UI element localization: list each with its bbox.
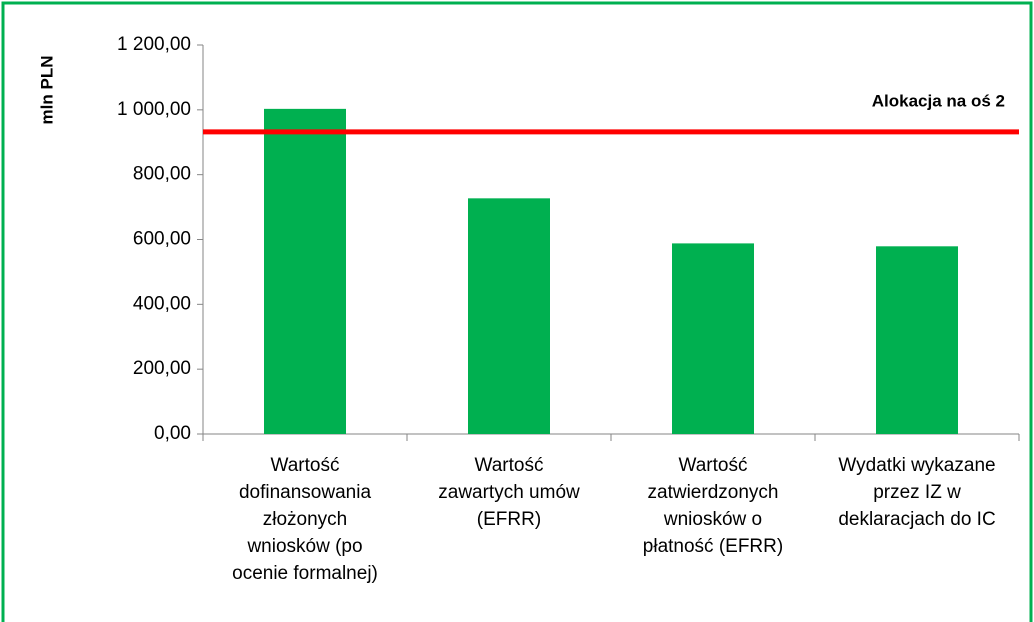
y-tick-label: 200,00: [133, 358, 191, 379]
bar: [468, 198, 550, 434]
y-tick-label: 600,00: [133, 229, 191, 250]
y-tick-label: 800,00: [133, 164, 191, 185]
y-tick-label: 0,00: [154, 423, 191, 444]
y-axis-label: mln PLN: [37, 56, 56, 125]
y-tick-label: 1 200,00: [117, 34, 191, 55]
y-tick-label: 400,00: [133, 293, 191, 314]
bar: [876, 246, 958, 434]
x-tick-label: Wartość zawartych umów (EFRR): [438, 455, 580, 530]
bar: [672, 243, 754, 434]
y-tick-label: 1 000,00: [117, 99, 191, 120]
bar: [264, 108, 346, 434]
x-tick-label: Wydatki wykazane przez IZ w deklaracjach…: [838, 455, 996, 530]
x-tick-label: Wartość zatwierdzonych wniosków o płatno…: [642, 455, 784, 557]
x-tick-label: Wartość dofinansowania złożonych wnioskó…: [232, 455, 378, 584]
reference-label: Alokacja na oś 2: [872, 91, 1005, 110]
